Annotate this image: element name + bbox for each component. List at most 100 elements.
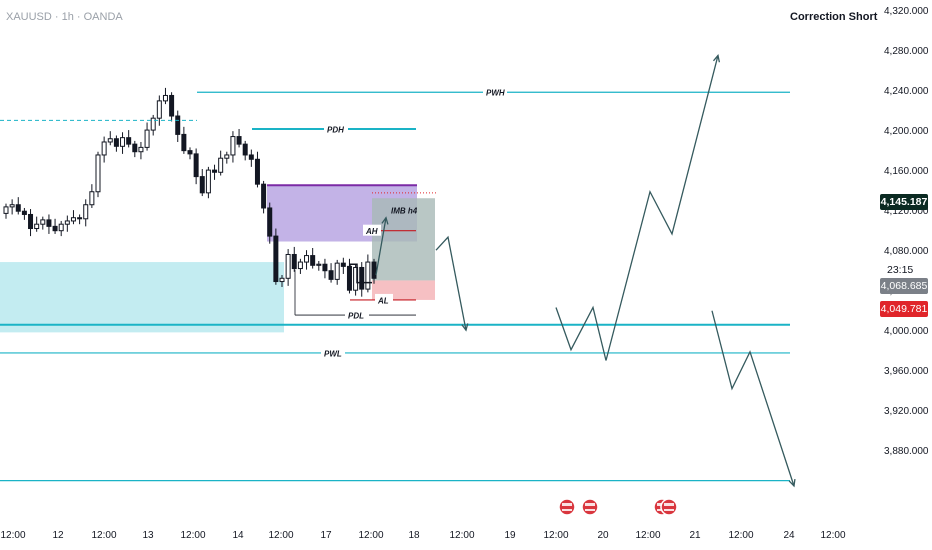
candle-body xyxy=(316,263,322,266)
candles-layer xyxy=(3,87,377,297)
candle-body xyxy=(132,143,138,153)
demand-zone xyxy=(0,262,284,333)
candle-body xyxy=(28,213,34,230)
mid-price-tag: 4,068.685 xyxy=(880,278,928,294)
pdh-line-label-bg xyxy=(324,123,348,134)
candle-body xyxy=(212,169,218,173)
candle-body xyxy=(359,266,365,290)
projection-down xyxy=(711,310,795,487)
price-tick-label: 4,000.000 xyxy=(884,326,929,337)
candle-body xyxy=(46,219,52,227)
candle-body xyxy=(267,207,273,237)
candle-body xyxy=(126,137,132,145)
price-tick-label: 3,960.000 xyxy=(884,366,929,377)
candle-body xyxy=(279,277,285,283)
candle-body xyxy=(365,261,371,290)
candle-body xyxy=(58,223,64,232)
projections-layer xyxy=(375,53,796,488)
candle-body xyxy=(3,206,9,214)
time-tick-label: 12:00 xyxy=(180,530,205,541)
imbalance-arrow-head xyxy=(381,216,389,225)
us-flag-stripe xyxy=(585,503,595,506)
low-price-tag: 4,049.781 xyxy=(880,301,928,317)
candle-body xyxy=(273,235,279,283)
pwl-line-label: PWL xyxy=(324,349,342,358)
time-tick-label: 12:00 xyxy=(728,530,753,541)
time-tick-label: 14 xyxy=(232,530,244,541)
ah-line-label: AH xyxy=(365,227,378,236)
time-tick-label: 12:00 xyxy=(635,530,660,541)
candle-body xyxy=(181,133,187,152)
candle-body xyxy=(322,263,328,272)
price-axis[interactable]: 4,320.000 4,280.000 4,240.000 4,200.000 4,16… xyxy=(884,6,929,457)
candle-body xyxy=(187,150,193,155)
candle-body xyxy=(144,129,150,148)
time-tick-label: 19 xyxy=(504,530,516,541)
us-flag-stripe xyxy=(562,509,572,511)
us-flag-stripe xyxy=(585,509,595,511)
us-flag-stripe xyxy=(562,503,572,506)
time-tick-label: 13 xyxy=(142,530,154,541)
zones-layer xyxy=(0,184,436,333)
time-tick-label: 12:00 xyxy=(268,530,293,541)
time-tick-label: 12:00 xyxy=(820,530,845,541)
candle-body xyxy=(175,115,181,135)
time-tick-label: 12:00 xyxy=(0,530,25,541)
price-tick-label: 3,920.000 xyxy=(884,406,929,417)
candle-body xyxy=(34,223,40,230)
candle-body xyxy=(9,204,15,208)
pdh-line-label: PDH xyxy=(327,126,344,135)
candle-body xyxy=(334,262,340,280)
candle-body xyxy=(310,255,316,266)
al-line-label-bg xyxy=(375,293,393,305)
candle-body xyxy=(230,136,236,156)
candle-body xyxy=(199,176,205,194)
projection-down-head xyxy=(788,478,796,488)
candle-body xyxy=(138,146,144,153)
us-event-icon xyxy=(558,498,576,516)
candle-body xyxy=(371,261,377,279)
projection-near xyxy=(435,235,467,331)
time-tick-label: 18 xyxy=(408,530,420,541)
candle-body xyxy=(101,141,107,156)
price-tick-label: 4,280.000 xyxy=(884,46,929,57)
candle-body xyxy=(64,220,70,225)
us-event-icon xyxy=(660,498,678,516)
time-tick-label: 12:00 xyxy=(543,530,568,541)
candle-body xyxy=(156,100,162,119)
candle-body xyxy=(297,261,303,270)
imb-label: IMB h4 xyxy=(391,206,418,215)
candle-body xyxy=(328,270,334,280)
event-icons-layer[interactable] xyxy=(558,498,678,516)
candle-body xyxy=(261,183,267,209)
candle-body xyxy=(254,158,260,185)
price-tick-label: 4,160.000 xyxy=(884,166,929,177)
al-line-label: AL xyxy=(377,296,389,305)
time-axis[interactable]: 12:00 12 12:00 13 12:00 14 12:00 17 12:00 18 12:00… xyxy=(0,530,845,541)
candle-body xyxy=(52,225,58,232)
price-tick-label: 3,880.000 xyxy=(884,446,929,457)
pwh-line-label: PWH xyxy=(486,89,505,98)
candle-body xyxy=(107,138,113,143)
candle-body xyxy=(291,253,297,270)
candle-body xyxy=(205,169,211,194)
price-tick-label: 4,240.000 xyxy=(884,86,929,97)
pwh-line-label-bg xyxy=(483,86,507,98)
price-tick-label: 4,200.000 xyxy=(884,126,929,137)
time-tick-label: 12:00 xyxy=(91,530,116,541)
candle-body xyxy=(77,217,83,220)
candle-body xyxy=(83,204,89,220)
candle-body xyxy=(113,138,119,147)
sweep-marker xyxy=(347,263,372,290)
candle-body xyxy=(40,219,46,225)
candle-body xyxy=(15,204,21,212)
candle-body xyxy=(304,255,310,263)
time-tick-label: 12:00 xyxy=(358,530,383,541)
chart-title: Correction Short xyxy=(790,11,878,23)
symbol-label[interactable]: XAUUSD · 1h · OANDA xyxy=(6,11,123,23)
time-tick-label: 12:00 xyxy=(449,530,474,541)
candle-body xyxy=(150,117,156,131)
time-tick-label: 20 xyxy=(597,530,609,541)
projection-near-head xyxy=(461,323,469,332)
